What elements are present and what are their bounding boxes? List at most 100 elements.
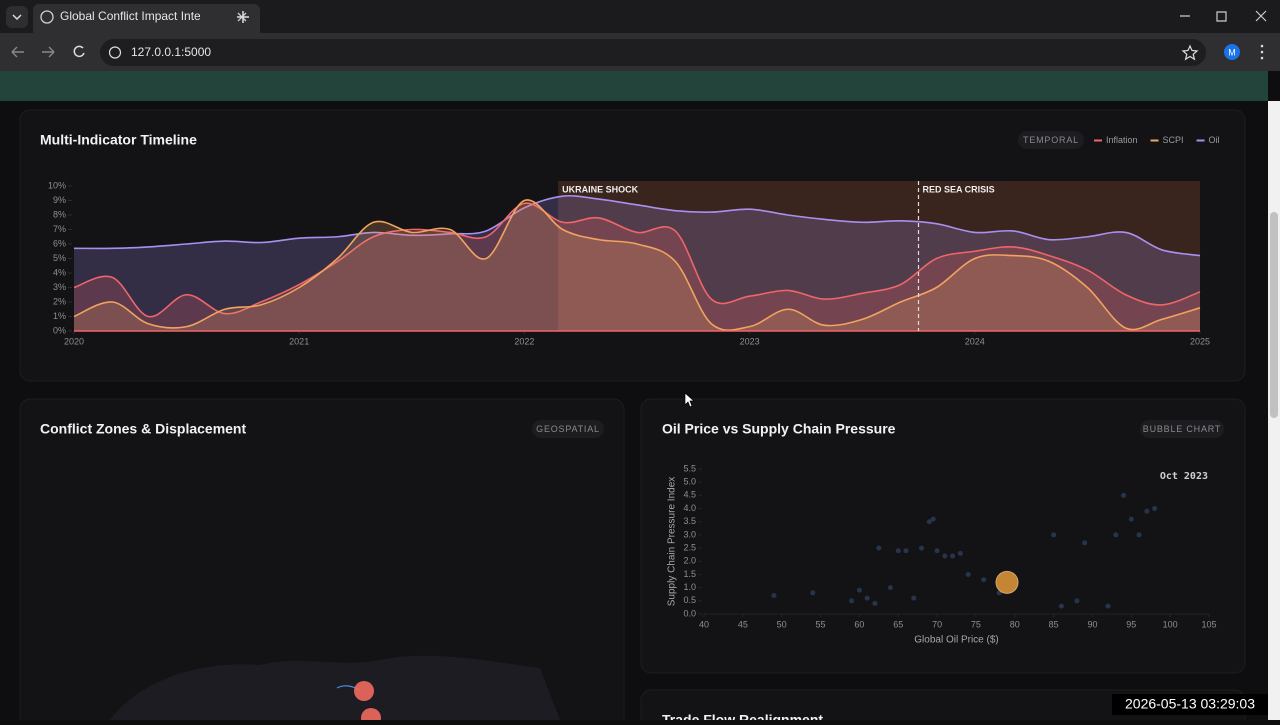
event-region (558, 181, 1200, 331)
tab-favicon (40, 10, 54, 24)
y-tick-label: 0% (53, 325, 66, 335)
land (110, 655, 560, 720)
legend-label: Inflation (1106, 135, 1138, 145)
x-tick-label: 50 (777, 619, 787, 629)
series-area (74, 199, 1200, 331)
point (1082, 540, 1088, 546)
point (849, 598, 855, 604)
point (1113, 532, 1119, 538)
y-tick-label: 4.5 (683, 490, 696, 500)
panel-title: Trade Flow Realignment (662, 712, 823, 720)
y-tick-label: 2.5 (683, 542, 696, 552)
y-tick-label: 8% (53, 209, 66, 219)
series-line (73, 199, 1201, 331)
event-label: UKRAINE SHOCK (562, 184, 639, 194)
x-tick-label: 105 (1201, 619, 1216, 629)
x-tick-label: 2020 (64, 336, 84, 346)
y-tick-label: 5.0 (683, 477, 696, 487)
y-tick-label: 3.0 (683, 529, 696, 539)
reload[interactable] (73, 45, 85, 58)
y-tick-label: 9% (53, 195, 66, 205)
point (1144, 508, 1150, 514)
timestamp: 2026-05-13 03:29:03 (1125, 696, 1255, 712)
page-header-band (0, 71, 1268, 101)
point (1136, 532, 1142, 538)
x-tick-label: 2025 (1190, 336, 1210, 346)
badge: GEOSPATIAL (536, 424, 600, 434)
map (110, 655, 560, 725)
profile-initial: M (1228, 47, 1236, 57)
timestamp-bg (1112, 694, 1268, 715)
point (957, 550, 963, 556)
x-tick-label: 2024 (965, 336, 985, 346)
address-bar[interactable] (100, 39, 1206, 66)
point (864, 595, 870, 601)
badge: TEMPORAL (1023, 135, 1079, 145)
y-tick-label: 10% (48, 180, 66, 190)
active-tab[interactable] (33, 4, 260, 33)
point (1058, 603, 1064, 609)
bookmark[interactable] (1181, 44, 1199, 61)
point (856, 587, 862, 593)
x-tick-label: 55 (816, 619, 826, 629)
timeline-chart: 0% 1% 2% 3% 4% 5% 6% 7% 8% 9% 10% 2020 2021 2022 2023 2… (48, 135, 1220, 347)
y-tick-label: 5.5 (683, 463, 696, 473)
annotation: Oct 2023 (1160, 471, 1208, 482)
series-line (73, 194, 1201, 257)
x-tick-label: 2022 (514, 336, 534, 346)
y-tick-label: 4% (53, 267, 66, 277)
badge: BUBBLE CHART (1143, 424, 1221, 434)
y-tick-label: 3.5 (683, 516, 696, 526)
point (934, 548, 940, 554)
point (1121, 492, 1127, 498)
y-tick-label: 3% (53, 282, 66, 292)
point (810, 590, 816, 596)
bubble-panel (640, 398, 1246, 674)
badge-bg (1140, 420, 1224, 438)
point (895, 548, 901, 554)
y-tick-label: 1.0 (683, 582, 696, 592)
y-tick-label: 2% (53, 296, 66, 306)
y-tick-label: 0.0 (683, 608, 696, 618)
url: 127.0.0.1:5000 (131, 45, 211, 59)
point (942, 553, 948, 559)
y-tick-label: 4.0 (683, 503, 696, 513)
point (926, 519, 932, 525)
y-tick-label: 0.5 (683, 595, 696, 605)
point (771, 593, 777, 599)
x-axis-label: Global Oil Price ($) (914, 635, 998, 646)
new-tab[interactable] (237, 11, 249, 23)
y-tick-label: 6% (53, 238, 66, 248)
nav-arrows[interactable] (11, 46, 55, 58)
x-tick-label: 85 (1049, 619, 1059, 629)
x-tick-label: 45 (738, 619, 748, 629)
window-controls[interactable] (1180, 10, 1267, 22)
panel-title: Multi-Indicator Timeline (40, 132, 197, 148)
point (1074, 598, 1080, 604)
chevron (12, 14, 22, 21)
series-area (74, 203, 1200, 331)
series-line (73, 202, 1201, 318)
badge-bg (1018, 131, 1084, 149)
point (887, 585, 893, 591)
point (903, 548, 909, 554)
x-tick-label: 90 (1087, 619, 1097, 629)
y-axis-label: Supply Chain Pressure Index (667, 477, 678, 607)
x-tick-label: 100 (1163, 619, 1178, 629)
point (1152, 506, 1158, 512)
y-tick-label: 7% (53, 224, 66, 234)
site-info[interactable] (108, 46, 122, 59)
panel-title: Conflict Zones & Displacement (40, 421, 246, 437)
y-tick-label: 1.5 (683, 569, 696, 579)
profile-avatar[interactable] (1224, 44, 1240, 60)
x-tick-label: 2023 (740, 336, 760, 346)
y-tick-label: 1% (53, 311, 66, 321)
tab-title: Global Conflict Impact Intellige (60, 9, 222, 23)
conflict-marker[interactable] (354, 681, 374, 701)
point (1051, 532, 1057, 538)
tab-menu[interactable] (6, 6, 28, 28)
x-tick-label: 95 (1126, 619, 1136, 629)
scroll-thumb[interactable] (1270, 212, 1278, 418)
